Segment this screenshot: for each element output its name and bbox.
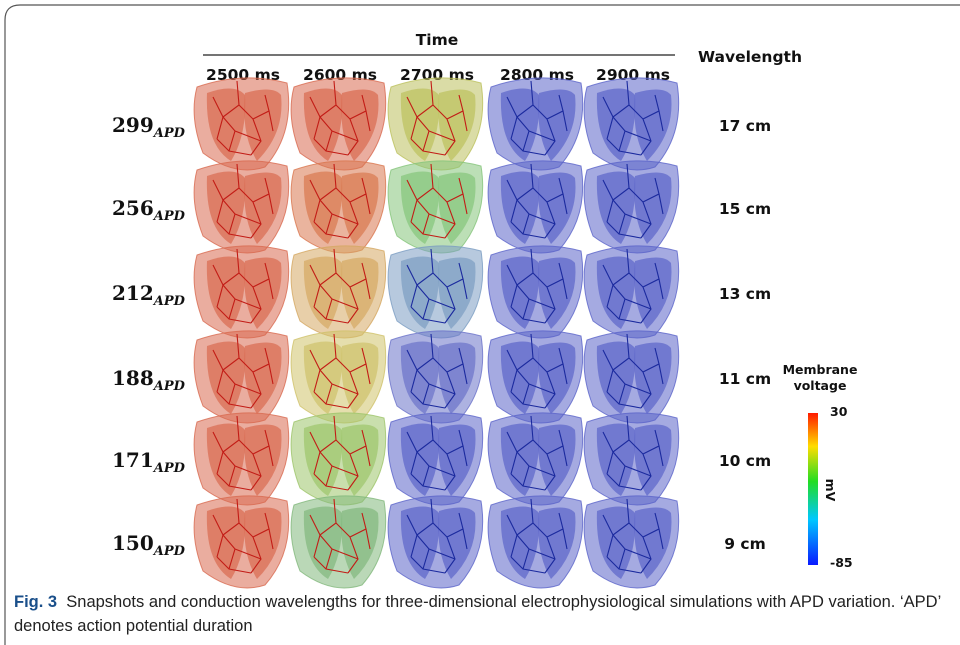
heart-snapshot [388, 78, 483, 170]
heart-snapshot [291, 78, 386, 170]
row-label-value: 150 [112, 531, 154, 555]
row-label-subscript: APD [152, 126, 186, 141]
row-label: 150APD [112, 531, 186, 559]
wavelength-value: 13 cm [719, 285, 771, 303]
heart-snapshot [388, 246, 483, 338]
heart-snapshot [194, 496, 289, 588]
colorbar-gradient [808, 413, 818, 565]
heart-snapshot [488, 246, 583, 338]
heart-snapshot [584, 331, 679, 423]
colorbar-min: -85 [830, 555, 853, 570]
row-label-subscript: APD [152, 209, 186, 224]
heart-snapshot [584, 496, 679, 588]
heart-snapshot [194, 78, 289, 170]
colorbar-title: Membrane [783, 362, 858, 377]
wavelength-title: Wavelength [698, 48, 802, 66]
row-label: 212APD [112, 281, 186, 309]
wavelength-value: 15 cm [719, 200, 771, 218]
heart-snapshot [488, 496, 583, 588]
wavelength-value: 17 cm [719, 117, 771, 135]
heart-snapshot [291, 496, 386, 588]
heart-snapshot [291, 246, 386, 338]
wavelength-value: 11 cm [719, 370, 771, 388]
caption-label: Fig. 3 [14, 593, 57, 611]
heart-snapshot [388, 496, 483, 588]
heart-snapshot [194, 413, 289, 505]
row-label-value: 188 [112, 366, 154, 390]
colorbar-unit: mV [823, 479, 838, 502]
caption-text: Snapshots and conduction wavelengths for… [14, 593, 941, 635]
wavelength-value: 9 cm [724, 535, 766, 553]
row-label-subscript: APD [152, 544, 186, 559]
page: {"figure": { "header": {"title": "Time",… [0, 0, 960, 645]
figure: TimeWavelength2500 ms2600 ms2700 ms2800 … [0, 0, 960, 645]
heart-snapshot [488, 161, 583, 253]
heart-snapshot [291, 331, 386, 423]
row-label-value: 171 [112, 448, 154, 472]
heart-snapshot [388, 413, 483, 505]
heart-snapshot [584, 413, 679, 505]
header-title: Time [416, 31, 459, 49]
colorbar-max: 30 [830, 404, 848, 419]
heart-snapshot [388, 331, 483, 423]
heart-snapshot [584, 78, 679, 170]
heart-snapshot [388, 161, 483, 253]
heart-snapshot [488, 78, 583, 170]
row-label-subscript: APD [152, 461, 186, 476]
heart-snapshot [194, 331, 289, 423]
heart-snapshot [584, 161, 679, 253]
caption: Fig. 3 Snapshots and conduction waveleng… [14, 590, 949, 638]
row-label: 171APD [112, 448, 186, 476]
colorbar-title: voltage [794, 378, 847, 393]
row-label: 299APD [112, 113, 186, 141]
row-label-value: 299 [112, 113, 154, 137]
row-label-subscript: APD [152, 294, 186, 309]
row-label-value: 256 [112, 196, 154, 220]
heart-snapshot [488, 413, 583, 505]
heart-snapshot [194, 161, 289, 253]
heart-snapshot [584, 246, 679, 338]
heart-snapshot [291, 413, 386, 505]
wavelength-value: 10 cm [719, 452, 771, 470]
row-label-subscript: APD [152, 379, 186, 394]
heart-snapshot [488, 331, 583, 423]
heart-snapshot [194, 246, 289, 338]
heart-snapshot [291, 161, 386, 253]
row-label-value: 212 [112, 281, 154, 305]
row-label: 188APD [112, 366, 186, 394]
row-label: 256APD [112, 196, 186, 224]
